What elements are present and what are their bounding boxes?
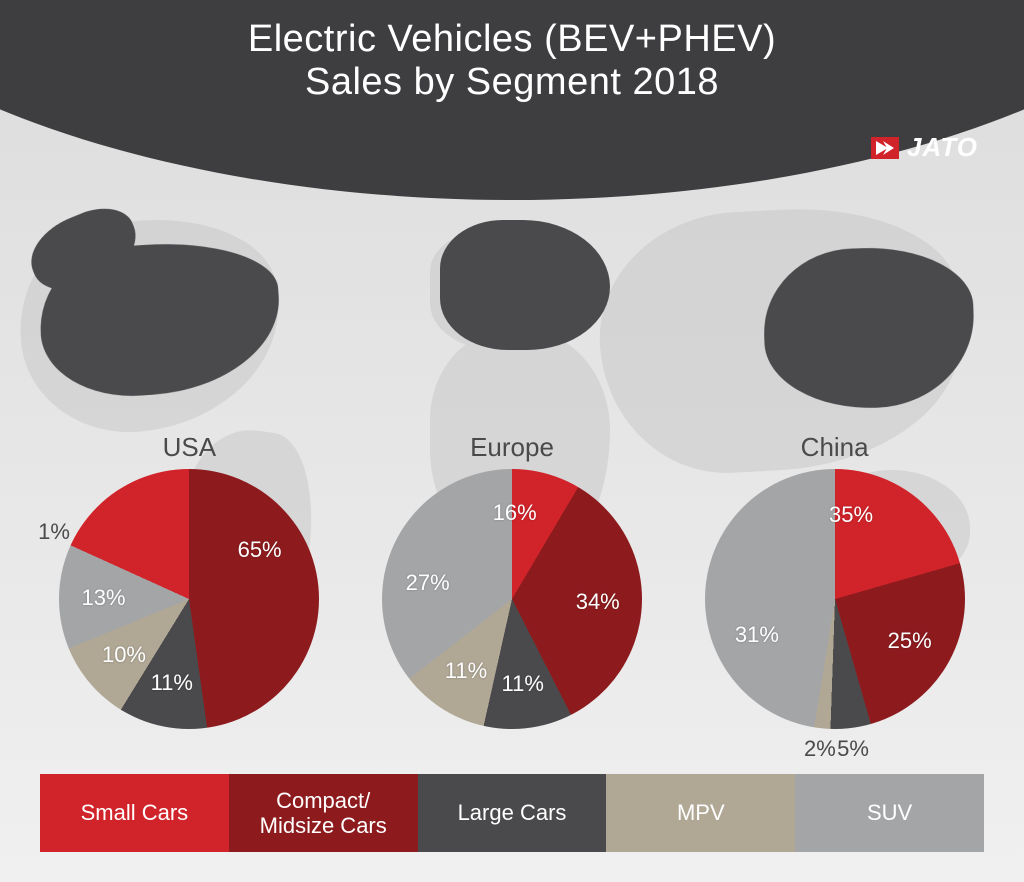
pie-title-china: China <box>685 432 985 463</box>
brand-logo: JATO <box>871 132 978 163</box>
pie-block-usa: USA 65% 11%10% 13% 1% <box>39 432 339 729</box>
pie-chart-china: 35%25%5%2%31% <box>705 469 965 729</box>
legend-item-mpv: MPV <box>606 774 795 852</box>
pie-title-europe: Europe <box>362 432 662 463</box>
pie-slice-label: 31% <box>735 622 779 648</box>
title-line-1: Electric Vehicles (BEV+PHEV) <box>0 18 1024 61</box>
title-block: Electric Vehicles (BEV+PHEV) Sales by Se… <box>0 18 1024 104</box>
legend-item-large: Large Cars <box>418 774 607 852</box>
pie-slice-label: 34% <box>576 589 620 615</box>
pie-slice-label: 25% <box>888 628 932 654</box>
pie-chart-europe: 16% 34% 11% 11% 27% <box>382 469 642 729</box>
pie-slice-label: 35% <box>829 502 873 528</box>
legend-item-suv: SUV <box>795 774 984 852</box>
pie-slice-label: 27% <box>406 570 450 596</box>
pie-slice-label: 16% <box>493 500 537 526</box>
map-highlight-europe <box>440 220 610 350</box>
legend-item-small: Small Cars <box>40 774 229 852</box>
pie-slice-label: 11% <box>151 670 193 696</box>
brand-logo-text: JATO <box>907 132 978 163</box>
legend-item-compact: Compact/Midsize Cars <box>229 774 418 852</box>
pie-slice-label: 2% <box>804 736 836 762</box>
pie-block-china: China 35%25%5%2%31% <box>685 432 985 729</box>
pie-slice-label: 10% <box>102 642 146 668</box>
brand-logo-icon <box>871 137 899 159</box>
pie-slice-label: 1% <box>38 519 70 545</box>
pie-chart-usa: 65%11%10%13%1% <box>59 469 319 729</box>
title-line-2: Sales by Segment 2018 <box>0 61 1024 104</box>
pie-slice-label: 11% <box>445 658 487 684</box>
pie-slice-label: 65% <box>238 537 282 563</box>
pie-slice-label: 13% <box>82 585 126 611</box>
pie-title-usa: USA <box>39 432 339 463</box>
pie-slice-label: 5% <box>837 736 869 762</box>
legend-bar: Small CarsCompact/Midsize CarsLarge Cars… <box>40 774 984 852</box>
pie-row: USA 65%11%10%13%1% Europe 16%34%11%11%27… <box>0 432 1024 729</box>
infographic-canvas: Electric Vehicles (BEV+PHEV) Sales by Se… <box>0 0 1024 882</box>
pie-block-europe: Europe 16% 34% 11% 11% 27% <box>362 432 662 729</box>
pie-slice-label: 11% <box>502 671 544 697</box>
